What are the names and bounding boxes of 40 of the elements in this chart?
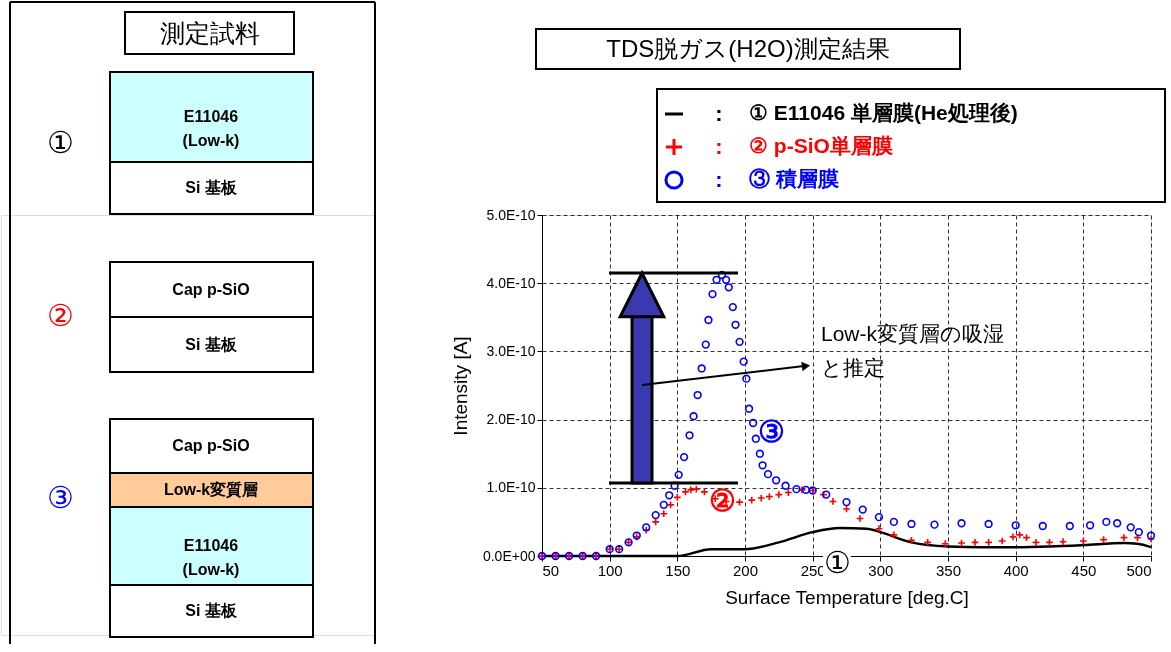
y-axis-title: Intensity [A] — [449, 336, 471, 436]
y-tick-label: 1.0E-10 — [486, 479, 536, 496]
x-tick-label: 100 — [597, 561, 623, 579]
chart-title: TDS脱ガス(H2O)測定結果 — [606, 35, 890, 62]
text: Si 基板 — [185, 179, 238, 196]
text: Low-k変質層 — [163, 480, 259, 499]
text: E11046 (Low-k) — [182, 537, 240, 578]
y-tick-label: 5.0E-10 — [486, 206, 536, 223]
text: : — [715, 167, 723, 192]
y-tick-label: 4.0E-10 — [486, 274, 536, 291]
x-tick-label: 400 — [1003, 561, 1029, 579]
x-tick-label: 150 — [665, 561, 691, 579]
x-tick-label: 350 — [935, 561, 962, 579]
text: Cap p-SiO — [172, 437, 250, 454]
annotation: ① — [823, 546, 851, 579]
text: : — [715, 101, 723, 126]
text: ① E11046 単層膜(He処理後) — [749, 101, 1018, 124]
annotation: ③ — [757, 415, 785, 448]
x-tick-label: 500 — [1126, 561, 1152, 579]
y-tick-label: 3.0E-10 — [486, 342, 536, 359]
text: ① — [46, 126, 74, 159]
y-tick-label: 2.0E-10 — [486, 411, 536, 428]
x-tick-label: 300 — [868, 561, 894, 579]
text: Cap p-SiO — [172, 280, 250, 298]
y-tick-label: 0.0E+00 — [482, 547, 536, 564]
text: ② — [46, 299, 74, 332]
annotation: ② — [708, 484, 736, 517]
text: ③ 積層膜 — [749, 167, 839, 190]
text: E11046 (Low-k) — [182, 108, 240, 149]
x-tick-label: 200 — [732, 561, 759, 579]
text: : — [715, 134, 723, 159]
text: 測定試料 — [160, 19, 260, 47]
text: ③ — [46, 481, 74, 514]
text: Si 基板 — [185, 335, 238, 353]
text: Si 基板 — [185, 602, 238, 619]
x-tick-label: 450 — [1071, 561, 1097, 579]
annotation: Low-k変質層の吸湿と推定 — [821, 322, 1005, 379]
x-axis-title: Surface Temperature [deg.C] — [725, 586, 969, 608]
text: ② p-SiO単層膜 — [749, 134, 893, 157]
x-tick-label: 50 — [542, 561, 560, 579]
